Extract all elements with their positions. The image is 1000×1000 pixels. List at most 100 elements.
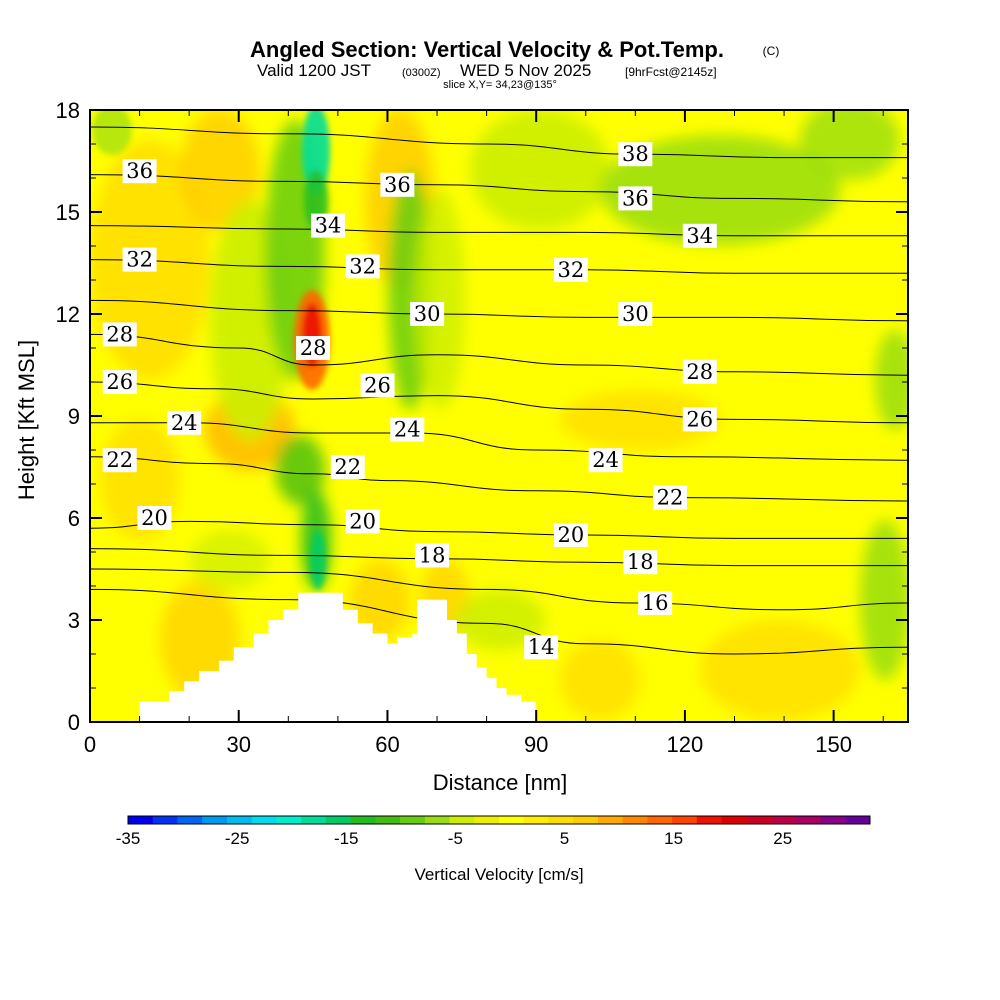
isentrope-label-16-right: 16 xyxy=(638,591,673,615)
colorbar-tick-labels: -35 -25 -15 -5 5 15 25 xyxy=(116,829,792,848)
isentrope-34-line xyxy=(90,225,908,237)
isentrope-label-36-0-bg xyxy=(122,159,157,184)
colorbar-swatch xyxy=(721,816,747,824)
x-tick-label: 30 xyxy=(226,732,250,757)
isentrope-label-28-right: 28 xyxy=(682,359,717,384)
colorbar-tick-label: 25 xyxy=(773,829,792,848)
colorbar-swatch xyxy=(499,816,525,824)
isentrope-label-36-right: 36 xyxy=(618,186,653,211)
colorbar-swatch xyxy=(523,816,549,824)
isentrope-label-20-right-bg xyxy=(553,523,588,547)
isentrope-label-24-4-bg xyxy=(167,410,202,435)
isentrope-label-32-right-bg xyxy=(553,257,588,282)
colorbar-swatch xyxy=(177,816,203,824)
isentrope-label-24-13-text: 24 xyxy=(394,418,421,442)
y-axis-label: Height [Kft MSL] xyxy=(14,340,39,500)
colorbar-swatch xyxy=(672,816,698,824)
isentrope-label-32-right-text: 32 xyxy=(558,258,585,282)
isentrope-label-18-16-text: 18 xyxy=(419,543,446,567)
y-tick-label: 15 xyxy=(56,200,80,225)
isentrope-label-16-right-bg xyxy=(638,591,673,615)
colorbar-frame xyxy=(127,815,871,825)
colorbar-swatch xyxy=(375,816,401,824)
valid-date: WED 5 Nov 2025 xyxy=(460,61,591,80)
isentrope-label-36-right-text: 36 xyxy=(622,186,649,210)
colorbar-swatch xyxy=(400,816,426,824)
isentrope-label-30-right: 30 xyxy=(618,302,653,326)
isentrope-label-26-3-text: 26 xyxy=(106,370,133,394)
colorbar-swatch xyxy=(449,816,475,824)
isentrope-label-26-right: 26 xyxy=(682,407,717,432)
isentrope-label-32-right: 32 xyxy=(553,257,588,282)
y-tick-label: 3 xyxy=(68,608,80,633)
isentrope-label-22-right-bg xyxy=(653,485,688,510)
isentrope-label-28-2: 28 xyxy=(102,322,137,347)
x-tick-label: 150 xyxy=(815,732,852,757)
isentrope-32-line xyxy=(90,259,908,274)
colorbar-swatch xyxy=(226,816,253,824)
isentrope-label-28-11-text: 28 xyxy=(300,336,327,360)
isentrope-26-line xyxy=(90,381,908,424)
isentrope-label-20-6-bg xyxy=(137,506,172,530)
colorbar-tick-label: 15 xyxy=(664,829,683,848)
colorbar-swatch xyxy=(597,816,624,824)
isentrope-labels: 1416182022242628303234363836322826242220… xyxy=(102,142,717,660)
isentrope-label-22-14-text: 22 xyxy=(334,455,361,479)
isentrope-label-24-right: 24 xyxy=(588,448,623,473)
isentrope-label-18-16-bg xyxy=(415,543,450,568)
colorbar-tick-label: -15 xyxy=(334,829,359,848)
isentrope-label-32-9-text: 32 xyxy=(349,254,376,278)
isentrope-label-36-7-bg xyxy=(380,172,415,197)
isentrope-label-20-right-text: 20 xyxy=(558,523,585,547)
isentrope-label-26-3-bg xyxy=(102,370,137,394)
colorbar-swatch xyxy=(622,816,648,824)
isentrope-label-14-right-bg xyxy=(524,635,559,660)
isentrope-label-28-right-text: 28 xyxy=(686,360,713,384)
isentrope-label-20-15: 20 xyxy=(345,509,380,534)
isentrope-label-18-right: 18 xyxy=(623,550,658,575)
colorbar-tick-label: -35 xyxy=(116,829,141,848)
isentrope-label-32-1: 32 xyxy=(122,247,157,272)
isentrope-24-line xyxy=(90,422,908,461)
isentrope-label-34-8-bg xyxy=(310,213,345,238)
x-tick-label: 120 xyxy=(667,732,704,757)
isentrope-16-line xyxy=(90,568,908,611)
colorbar-swatch xyxy=(202,816,228,824)
isentrope-label-20-right: 20 xyxy=(553,523,588,547)
isentrope-label-34-8-text: 34 xyxy=(315,214,342,238)
isentrope-label-16-right-text: 16 xyxy=(642,591,669,615)
isentrope-label-38-right-text: 38 xyxy=(622,142,649,166)
colorbar-swatch xyxy=(771,816,797,824)
colorbar-swatch xyxy=(128,816,154,824)
isentrope-label-20-15-text: 20 xyxy=(349,509,376,533)
isentrope-label-32-9-bg xyxy=(345,254,380,279)
colorbar-tick-label: -25 xyxy=(225,829,250,848)
isentrope-30-line xyxy=(90,299,908,322)
isentrope-label-26-12: 26 xyxy=(360,373,395,398)
isentrope-label-24-13: 24 xyxy=(390,417,425,442)
isentrope-label-36-right-bg xyxy=(618,186,653,211)
copyright-mark: (C) xyxy=(763,44,780,58)
colorbar-label: Vertical Velocity [cm/s] xyxy=(414,865,583,884)
isentrope-14-line xyxy=(90,588,908,655)
isentrope-label-32-9: 32 xyxy=(345,254,380,279)
velocity-field xyxy=(90,110,908,722)
colorbar-swatch xyxy=(573,816,599,824)
colorbar-swatch xyxy=(350,816,376,824)
x-axis-ticks: 0 30 60 90 120 150 xyxy=(84,110,884,757)
isentrope-label-18-right-bg xyxy=(623,550,658,575)
isentrope-label-26-3: 26 xyxy=(102,370,137,394)
isentrope-label-18-right-text: 18 xyxy=(627,550,654,574)
colorbar-swatch xyxy=(251,816,277,824)
isentrope-label-26-right-text: 26 xyxy=(686,407,713,431)
chart-title: Angled Section: Vertical Velocity & Pot.… xyxy=(250,37,724,62)
y-tick-label: 9 xyxy=(68,404,80,429)
isentrope-label-28-2-bg xyxy=(102,322,137,347)
isentrope-label-30-right-bg xyxy=(618,302,653,326)
isentrope-label-30-10-text: 30 xyxy=(414,302,441,326)
isentrope-lines xyxy=(90,126,908,655)
x-axis-label: Distance [nm] xyxy=(433,770,568,795)
isentrope-label-24-13-bg xyxy=(390,417,425,442)
isentrope-label-26-12-text: 26 xyxy=(364,373,391,397)
